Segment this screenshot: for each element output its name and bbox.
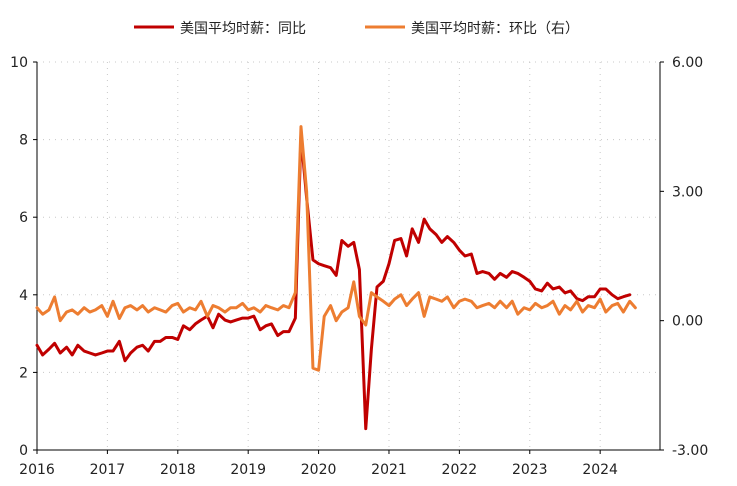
x-tick-label: 2021 xyxy=(371,462,407,478)
legend: 美国平均时薪：同比 美国平均时薪：环比（右） xyxy=(134,21,579,37)
y-right-tick-label: 6.00 xyxy=(672,55,703,71)
x-tick-label: 2023 xyxy=(512,462,548,478)
y-left-tick-label: 4 xyxy=(19,288,28,304)
x-tick-label: 2024 xyxy=(582,462,618,478)
series-line-2 xyxy=(35,125,637,372)
y-left-tick-label: 0 xyxy=(19,443,28,459)
x-tick-label: 2022 xyxy=(442,462,478,478)
y-left-tick-label: 10 xyxy=(10,55,28,71)
x-tick-label: 2020 xyxy=(301,462,337,478)
y-left-tick-label: 6 xyxy=(19,210,28,226)
x-tick-label: 2017 xyxy=(90,462,126,478)
series-group xyxy=(35,125,637,431)
y-left-tick-label: 2 xyxy=(19,365,28,381)
y-right-tick-label: -3.00 xyxy=(672,443,708,459)
series-line-1 xyxy=(35,134,632,431)
x-tick-label: 2019 xyxy=(230,462,266,478)
x-tick-label: 2018 xyxy=(160,462,196,478)
y-right-tick-label: 0.00 xyxy=(672,314,703,330)
axes: 0 2 4 6 8 10 -3.00 0.00 3.00 6.00 2016 2017 2018 2019… xyxy=(10,55,708,478)
legend-label-2: 美国平均时薪：环比（右） xyxy=(411,21,579,37)
legend-label-1: 美国平均时薪：同比 xyxy=(180,21,306,37)
y-right-tick-label: 3.00 xyxy=(672,184,703,200)
x-tick-label: 2016 xyxy=(19,462,55,478)
y-left-tick-label: 8 xyxy=(19,133,28,149)
grid xyxy=(37,61,660,450)
